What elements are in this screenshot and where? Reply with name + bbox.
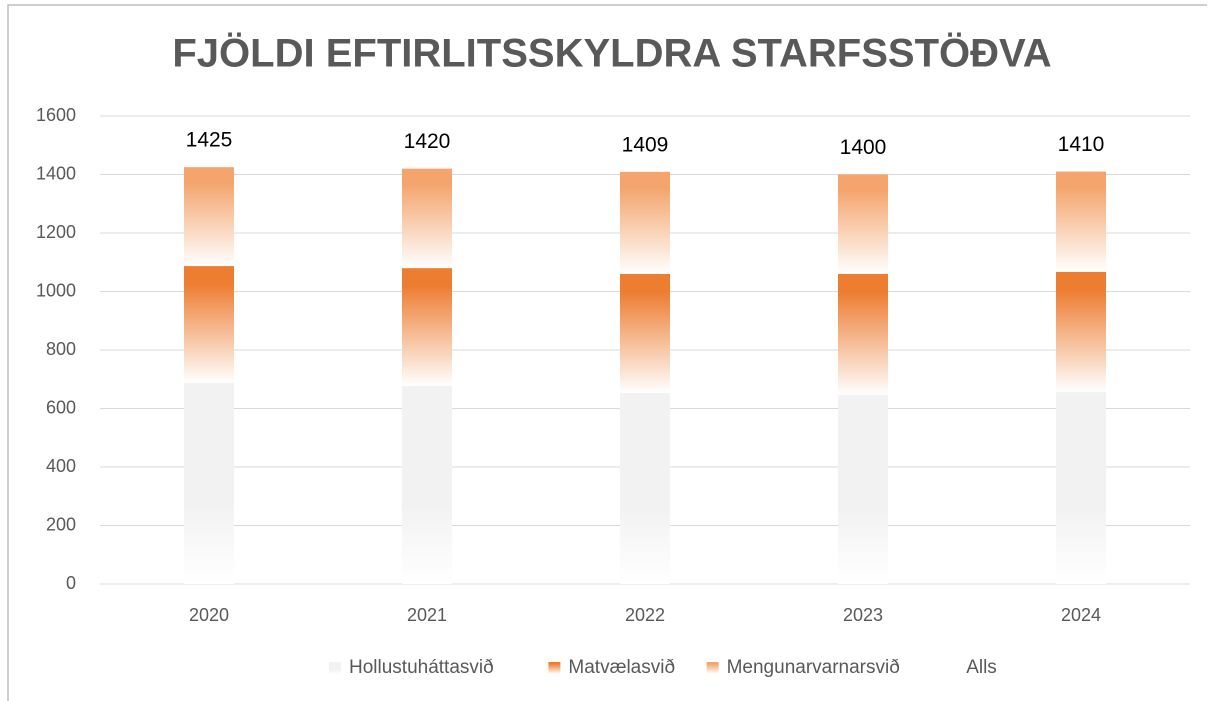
bar-segment <box>620 171 670 274</box>
chart-border <box>7 4 1207 701</box>
legend-label: Mengunarvarnarsvið <box>727 657 900 678</box>
x-tick-label: 2022 <box>625 605 665 625</box>
bar-segment <box>838 174 888 274</box>
y-tick-label: 0 <box>66 573 76 593</box>
legend-swatch <box>548 662 561 674</box>
x-tick-label: 2024 <box>1061 605 1101 625</box>
y-tick-label: 1600 <box>36 105 76 125</box>
legend-label: Matvælasvið <box>568 657 675 678</box>
y-tick-label: 800 <box>46 339 76 359</box>
data-label: 1400 <box>840 136 887 159</box>
y-tick-label: 1200 <box>36 222 76 242</box>
bar-segment <box>402 385 452 584</box>
bar-segment <box>184 167 234 267</box>
bar-segment <box>402 268 452 386</box>
x-tick-label: 2021 <box>407 605 447 625</box>
y-tick-label: 400 <box>46 456 76 476</box>
bar-segment <box>838 273 888 396</box>
chart-title: FJÖLDI EFTIRLITSSKYLDRA STARFSSTÖÐVA <box>172 31 1051 76</box>
legend-label: Hollustuháttasvið <box>349 657 494 678</box>
bar-segment <box>620 392 670 584</box>
legend-swatch <box>706 662 719 674</box>
bar-segment <box>1056 171 1106 272</box>
data-label: 1425 <box>186 129 233 152</box>
legend-label: Alls <box>966 657 997 678</box>
bar-segment <box>620 273 670 393</box>
bar-segment <box>838 395 888 584</box>
x-tick-label: 2023 <box>843 605 883 625</box>
bar-segment <box>402 168 452 269</box>
data-label: 1420 <box>404 130 451 153</box>
x-tick-label: 2020 <box>189 605 229 625</box>
bar-segment <box>184 383 234 584</box>
data-label: 1410 <box>1058 133 1105 156</box>
legend-swatch <box>329 662 341 674</box>
bar-segment <box>184 266 234 384</box>
bar-segment <box>1056 392 1106 584</box>
y-tick-label: 1400 <box>36 163 76 183</box>
data-label: 1409 <box>622 133 669 156</box>
y-tick-label: 1000 <box>36 280 76 300</box>
y-tick-label: 600 <box>46 397 76 417</box>
bar-segment <box>1056 271 1106 393</box>
y-tick-label: 200 <box>46 514 76 534</box>
